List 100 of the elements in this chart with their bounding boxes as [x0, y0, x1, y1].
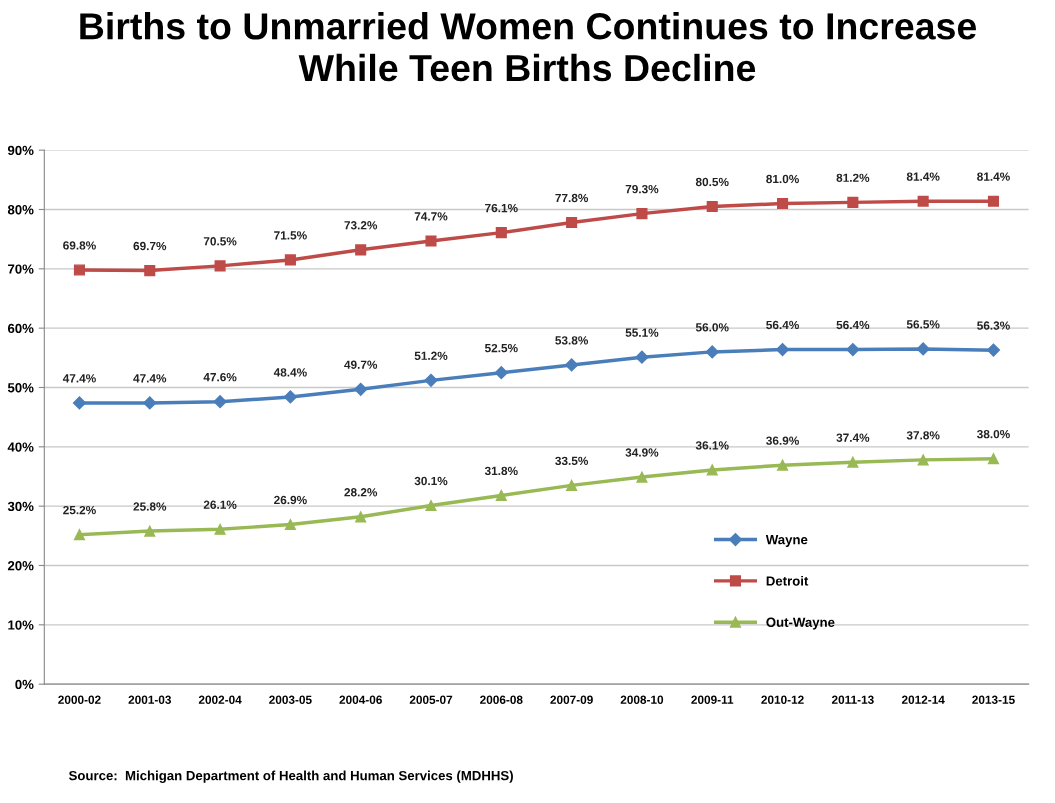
point: [776, 459, 789, 471]
point: [706, 464, 718, 476]
point: [284, 518, 296, 531]
point: [846, 342, 860, 357]
data-label: 56.4%: [766, 320, 799, 330]
point: [565, 358, 579, 372]
point: [566, 216, 578, 229]
point: [705, 345, 719, 359]
point: [425, 235, 437, 247]
y-tick-label: 80%: [7, 205, 34, 215]
point: [354, 382, 368, 396]
data-label: 30.1%: [414, 476, 448, 486]
point: [987, 195, 1000, 207]
y-tick-label: 60%: [7, 323, 34, 334]
data-label: 52.5%: [484, 343, 518, 353]
data-label: 81.2%: [836, 173, 870, 182]
data-label: 51.2%: [414, 351, 448, 360]
source-note: Source: Michigan Department of Health and Human Services (MDHHS): [68, 770, 513, 783]
x-tick-label: 2002-04: [198, 695, 242, 704]
point: [495, 489, 507, 502]
x-tick-label: 2010-12: [761, 695, 804, 704]
data-label: 56.4%: [836, 320, 870, 330]
point: [776, 198, 789, 210]
x-tick-label: 2013-15: [972, 695, 1015, 704]
y-tick-label: 50%: [7, 383, 34, 393]
data-label: 56.0%: [695, 323, 729, 332]
point: [355, 511, 367, 523]
point: [917, 195, 929, 207]
point: [494, 366, 508, 380]
data-label: 74.7%: [414, 212, 448, 221]
data-label: 76.1%: [485, 203, 518, 213]
data-label: 34.9%: [625, 448, 659, 457]
x-tick-label: 2006-08: [480, 695, 523, 704]
x-tick-label: 2009-11: [691, 695, 734, 704]
data-label: 37.4%: [836, 433, 870, 442]
point: [635, 350, 649, 364]
point: [986, 343, 1001, 357]
data-label: 71.5%: [274, 231, 307, 240]
x-tick-label: 2005-07: [409, 695, 453, 704]
data-label: 55.1%: [625, 328, 659, 337]
y-tick-label: 90%: [7, 145, 34, 156]
point: [283, 390, 297, 404]
data-label: 69.7%: [133, 241, 167, 251]
data-label: 33.5%: [555, 456, 589, 466]
point: [143, 396, 157, 410]
data-label: 26.9%: [274, 495, 307, 505]
data-label: 69.8%: [63, 241, 96, 250]
data-label: 48.4%: [273, 368, 307, 377]
data-label: 53.8%: [555, 336, 589, 345]
point: [284, 254, 296, 266]
point: [214, 260, 226, 272]
point: [987, 453, 1000, 465]
x-tick-label: 2003-05: [269, 695, 312, 704]
data-label: 37.8%: [906, 431, 940, 440]
data-label: 56.3%: [977, 321, 1010, 330]
y-tick-label: 40%: [7, 442, 34, 452]
x-tick-label: 2011-13: [831, 695, 874, 704]
point: [917, 454, 929, 466]
point: [72, 396, 87, 410]
y-tick-label: 70%: [8, 264, 34, 274]
data-label: 47.6%: [203, 372, 237, 382]
point: [355, 244, 367, 256]
point: [636, 471, 648, 483]
data-label: 38.0%: [977, 429, 1010, 439]
data-label: 28.2%: [344, 488, 378, 497]
data-label: 81.0%: [766, 174, 799, 184]
chart-title: Births to Unmarried Women Continues to Increase While Teen Births Decline: [80, 12, 976, 82]
data-label: 25.8%: [133, 502, 167, 511]
point: [636, 208, 648, 220]
data-label: 47.4%: [133, 374, 167, 383]
point: [847, 456, 859, 468]
legend-label: Wayne: [765, 535, 808, 547]
data-label: 77.8%: [555, 193, 589, 203]
point: [847, 196, 859, 208]
data-label: 80.5%: [695, 177, 729, 187]
data-label: 47.4%: [62, 374, 96, 383]
point: [144, 265, 156, 277]
legend-label: Out-Wayne: [766, 617, 835, 630]
y-tick-label: 0%: [15, 679, 34, 690]
y-tick-label: 10%: [8, 620, 34, 630]
x-tick-label: 2004-06: [339, 695, 382, 704]
point: [214, 523, 226, 535]
x-tick-label: 2000-02: [58, 695, 101, 704]
x-tick-label: 2012-14: [901, 695, 945, 704]
data-label: 49.7%: [344, 360, 378, 369]
legend-label: Detroit: [766, 575, 809, 586]
point: [73, 264, 86, 276]
point: [566, 479, 578, 491]
point: [706, 200, 718, 213]
data-label: 81.4%: [977, 172, 1010, 181]
data-label: 36.9%: [766, 436, 799, 445]
data-label: 36.1%: [695, 441, 729, 450]
data-label: 81.4%: [906, 172, 940, 181]
point: [495, 227, 507, 239]
x-tick-label: 2008-10: [620, 695, 664, 704]
data-label: 56.5%: [906, 320, 940, 329]
point: [775, 342, 790, 357]
data-label: 31.8%: [484, 466, 518, 476]
x-tick-label: 2001-03: [128, 695, 172, 704]
data-label: 79.3%: [625, 184, 659, 194]
